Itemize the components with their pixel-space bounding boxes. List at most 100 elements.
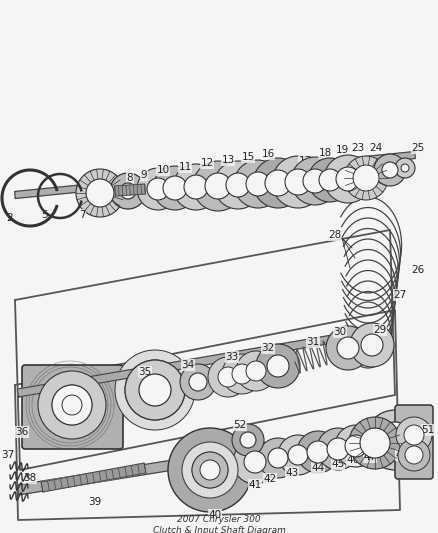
Text: 36: 36 xyxy=(15,427,28,437)
Polygon shape xyxy=(14,151,414,198)
Text: 7: 7 xyxy=(78,210,85,220)
Circle shape xyxy=(62,395,82,415)
Circle shape xyxy=(115,350,194,430)
Text: 9: 9 xyxy=(140,170,147,180)
Circle shape xyxy=(38,371,106,439)
Circle shape xyxy=(213,161,261,209)
Circle shape xyxy=(302,169,326,193)
Text: 33: 33 xyxy=(225,352,238,362)
Text: 44: 44 xyxy=(311,463,324,473)
Circle shape xyxy=(137,168,179,210)
Circle shape xyxy=(184,175,208,199)
Circle shape xyxy=(284,169,310,195)
Circle shape xyxy=(233,160,281,208)
Polygon shape xyxy=(114,184,145,196)
Circle shape xyxy=(348,417,400,469)
Text: 18: 18 xyxy=(318,148,331,158)
Circle shape xyxy=(162,176,187,200)
Text: 47: 47 xyxy=(363,452,376,462)
Circle shape xyxy=(376,422,412,458)
Circle shape xyxy=(349,323,393,367)
Circle shape xyxy=(307,158,351,202)
Circle shape xyxy=(316,428,358,470)
Circle shape xyxy=(364,410,424,470)
Circle shape xyxy=(52,385,92,425)
Circle shape xyxy=(153,166,197,210)
Circle shape xyxy=(381,162,397,178)
Circle shape xyxy=(231,424,263,456)
Circle shape xyxy=(173,164,219,210)
Circle shape xyxy=(277,435,317,475)
Circle shape xyxy=(231,364,251,384)
Circle shape xyxy=(252,158,302,208)
Circle shape xyxy=(400,164,408,172)
Circle shape xyxy=(191,452,227,488)
Text: 17: 17 xyxy=(298,156,311,166)
Text: 2007 Chrysler 300
Clutch & Input Shaft Diagram: 2007 Chrysler 300 Clutch & Input Shaft D… xyxy=(152,515,285,533)
Text: 46: 46 xyxy=(346,455,359,465)
Text: 27: 27 xyxy=(392,290,406,300)
Circle shape xyxy=(335,167,359,191)
Circle shape xyxy=(290,157,338,205)
Text: 39: 39 xyxy=(88,497,101,507)
Circle shape xyxy=(352,165,378,191)
Circle shape xyxy=(397,439,429,471)
Text: 52: 52 xyxy=(233,420,246,430)
Text: 5: 5 xyxy=(42,210,48,220)
Text: 45: 45 xyxy=(331,459,344,469)
Text: 48: 48 xyxy=(395,450,408,460)
Circle shape xyxy=(255,344,299,388)
Circle shape xyxy=(403,425,423,445)
Circle shape xyxy=(266,355,288,377)
Circle shape xyxy=(110,173,146,209)
Circle shape xyxy=(180,364,215,400)
Circle shape xyxy=(245,172,269,196)
Circle shape xyxy=(218,367,237,387)
Text: 8: 8 xyxy=(127,173,133,183)
Circle shape xyxy=(359,428,389,458)
Text: 16: 16 xyxy=(261,149,274,159)
Text: 2: 2 xyxy=(7,213,13,223)
Text: 35: 35 xyxy=(138,367,151,377)
Text: 38: 38 xyxy=(23,473,36,483)
Circle shape xyxy=(193,161,243,211)
Circle shape xyxy=(325,326,369,370)
Circle shape xyxy=(373,154,405,186)
Text: 34: 34 xyxy=(181,360,194,370)
Text: 41: 41 xyxy=(248,480,261,490)
Circle shape xyxy=(334,425,376,467)
Text: 30: 30 xyxy=(333,327,346,337)
Text: 13: 13 xyxy=(221,155,234,165)
Circle shape xyxy=(200,460,219,480)
Circle shape xyxy=(287,445,307,465)
Circle shape xyxy=(265,170,290,196)
Circle shape xyxy=(240,432,255,448)
Circle shape xyxy=(404,446,422,464)
Circle shape xyxy=(306,441,328,463)
Text: 11: 11 xyxy=(178,162,191,172)
Circle shape xyxy=(168,428,251,512)
Circle shape xyxy=(120,183,136,199)
Text: 24: 24 xyxy=(368,143,382,153)
Circle shape xyxy=(125,360,184,420)
Circle shape xyxy=(125,360,184,420)
Circle shape xyxy=(226,173,249,197)
Circle shape xyxy=(344,435,366,457)
Circle shape xyxy=(336,337,358,359)
Text: 26: 26 xyxy=(410,265,424,275)
Circle shape xyxy=(191,452,227,488)
Circle shape xyxy=(147,178,169,200)
Text: 42: 42 xyxy=(263,474,276,484)
Circle shape xyxy=(76,169,124,217)
Circle shape xyxy=(139,374,171,406)
Circle shape xyxy=(267,448,287,468)
Circle shape xyxy=(236,351,276,391)
Circle shape xyxy=(244,451,265,473)
Polygon shape xyxy=(41,463,145,492)
Circle shape xyxy=(184,445,234,495)
Text: 51: 51 xyxy=(420,425,434,435)
Text: 23: 23 xyxy=(350,143,364,153)
FancyBboxPatch shape xyxy=(22,365,123,449)
Circle shape xyxy=(222,354,261,394)
Circle shape xyxy=(245,361,265,381)
